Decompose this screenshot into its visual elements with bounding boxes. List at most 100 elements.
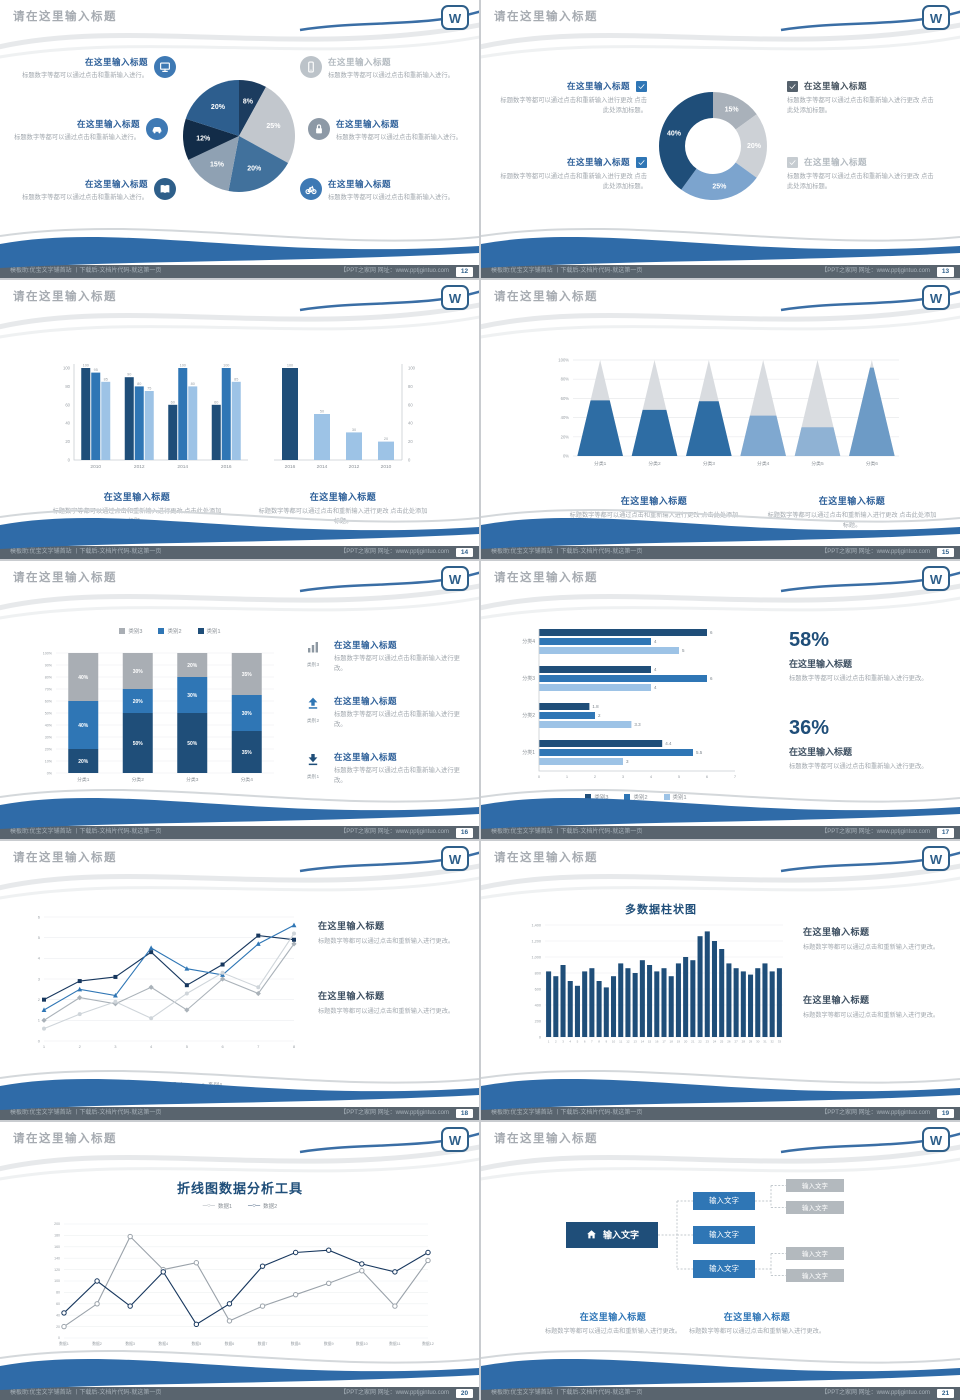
block-desc: 标题数字等都可以通过点击和重新输入进行更改。 (318, 938, 455, 946)
svg-text:3: 3 (38, 976, 41, 981)
lock-icon (316, 124, 322, 134)
line-marker (61, 1323, 67, 1329)
svg-text:80: 80 (137, 382, 141, 386)
slide-footer: 模板助:优宝文字铺首站 丨下载后-文档片代码-就这第一页 【PPT之家网 网址：… (0, 1106, 479, 1120)
bar (661, 968, 667, 1038)
svg-text:18: 18 (670, 1040, 674, 1044)
line-marker (359, 1267, 365, 1274)
slide-content: 0 1 2 3 4 5 6 1 2 3 4 5 6 7 8 ◆ 系列1 ■ 系列2 ▲ 系列3 ● 系列4 在这里输入标题 标题… (0, 841, 479, 1119)
bar (697, 936, 703, 1038)
svg-text:30%: 30% (45, 735, 53, 739)
footer-credit-text: 模板助:优宝文字铺首站 丨下载后-文档片代码-就这第一页 (10, 548, 162, 555)
svg-text:100: 100 (408, 366, 416, 371)
footer-site-text: 【PPT之家网 网址：www.pptjgintuo.com (340, 268, 449, 275)
svg-text:19: 19 (677, 1040, 681, 1044)
line-marker (259, 1302, 266, 1309)
school-logo-icon: W (921, 1126, 951, 1153)
stack-segment (231, 730, 262, 773)
pyramid-fill (577, 400, 623, 457)
item-desc: 标题数字等都可以通过点击和重新输入进行。 (22, 194, 148, 201)
page-number: 16 (456, 828, 473, 838)
slide-footer: 模板助:优宝文字铺首站 丨下载后-文档片代码-就这第一页 【PPT之家网 网址：… (0, 545, 479, 559)
svg-text:4: 4 (654, 667, 657, 672)
svg-text:W: W (449, 572, 462, 587)
svg-text:100: 100 (223, 364, 229, 368)
line-marker (193, 1259, 200, 1266)
text-block: 在这里输入标题 标题数字等都可以通过点击和重新输入进行更改 点击此处添加标题。 (52, 490, 222, 527)
bar (610, 976, 617, 1038)
svg-text:40: 40 (408, 421, 413, 426)
slide-content: 类别3 类别2 类别1 0% 10% 20% 30% 40% 50% 60% 70% 80% 90% 10… (0, 561, 479, 839)
item-desc: 标题数字等都可以通过点击和重新输入进行。 (328, 72, 454, 79)
bar (178, 368, 188, 461)
line-marker (392, 1302, 398, 1309)
legend-item: ▲ 系列3 (162, 1081, 185, 1089)
stack-segment (231, 652, 262, 695)
icon-circle (146, 118, 168, 140)
item-text: 在这里输入标题 标题数字等都可以通过点击和重新输入进行。 (8, 56, 148, 81)
svg-text:95: 95 (94, 368, 98, 372)
svg-text:35%: 35% (242, 672, 253, 678)
bar (539, 628, 707, 636)
svg-text:14: 14 (641, 1040, 645, 1044)
line-marker (94, 1300, 100, 1307)
block-heading: 在这里输入标题 (818, 496, 886, 507)
svg-text:70%: 70% (45, 687, 53, 691)
block-desc: 标题数字等都可以通过点击和重新输入进行更改。 (803, 1012, 940, 1020)
footer-credit-text: 模板助:优宝文字铺首站 丨下载后-文档片代码-就这第一页 (10, 268, 162, 275)
bar (654, 971, 660, 1038)
footer-site-text: 【PPT之家网 网址：www.pptjgintuo.com (340, 829, 449, 836)
svg-text:400: 400 (535, 1003, 541, 1007)
stacked-bar-chart: 0% 10% 20% 30% 40% 50% 60% 70% 80% 90% 100% 20% 40% 4… (43, 651, 274, 783)
page-number: 19 (937, 1108, 954, 1119)
svg-text:80: 80 (56, 1290, 60, 1294)
legend-item: 类别2 (158, 627, 182, 635)
item-desc: 标题数字等都可以通过点击和重新输入进行更改 点击此处添加标题。 (500, 97, 647, 115)
item-text: 在这里输入标题 标题数字等都可以通过点击和重新输入进行。 (336, 118, 476, 143)
flow-leaf-node: 输入文字 (786, 1200, 844, 1214)
bike-icon (305, 185, 317, 195)
svg-text:分类2: 分类2 (522, 712, 535, 719)
line-marker (292, 1249, 299, 1255)
svg-text:分类1: 分类1 (522, 749, 535, 756)
svg-text:15%: 15% (725, 106, 740, 113)
slide-page-21: 请在这里输入标题 W 输入文字 输入文字 输入文字 输入文字 输入文字 输入文字 输入文字输… (481, 1121, 960, 1400)
item-desc: 标题数字等都可以通过点击和重新输入进行。 (328, 194, 454, 201)
legend-marker: ◆ (87, 1082, 93, 1089)
check-icon (638, 159, 645, 165)
phone-icon (308, 61, 314, 73)
svg-text:25: 25 (720, 1040, 724, 1044)
legend-label: 系列2 (132, 1083, 147, 1090)
svg-text:40: 40 (65, 421, 70, 426)
svg-text:2016: 2016 (285, 464, 296, 470)
svg-text:W: W (449, 291, 462, 306)
car-icon (152, 126, 162, 134)
slide-title: 请在这里输入标题 (13, 852, 117, 865)
slide-title: 请在这里输入标题 (494, 852, 598, 865)
flow-connectors (658, 1184, 786, 1276)
legend-swatch (197, 627, 204, 634)
svg-text:3.3: 3.3 (634, 722, 641, 727)
svg-text:0: 0 (68, 458, 71, 463)
pie-slice (185, 80, 239, 136)
svg-text:29: 29 (749, 1040, 753, 1044)
svg-text:3: 3 (622, 774, 625, 779)
svg-text:30%: 30% (242, 711, 253, 717)
checkbox-icon (636, 80, 647, 92)
bar (675, 963, 681, 1038)
text-block: 在这里输入标题 标题数字等都可以通过点击和重新输入进行更改 点击此处添加标题。 (258, 490, 428, 527)
item-desc: 标题数字等都可以通过点击和重新输入进行更改 点击此处添加标题。 (500, 173, 647, 191)
block-heading: 在这里输入标题 (103, 492, 171, 503)
svg-text:20%: 20% (747, 143, 762, 150)
svg-text:1,200: 1,200 (531, 939, 541, 943)
svg-text:数据5: 数据5 (192, 1341, 202, 1346)
bar (539, 702, 590, 710)
pyramid-fill (794, 427, 841, 457)
page-number: 21 (937, 1388, 954, 1399)
svg-text:W: W (930, 852, 943, 867)
icon-circle (154, 178, 176, 200)
svg-text:W: W (930, 291, 943, 306)
slide-footer: 模板助:优宝文字铺首站 丨下载后-文档片代码-就这第一页 【PPT之家网 网址：… (481, 1106, 960, 1120)
svg-text:分类1: 分类1 (594, 460, 607, 467)
